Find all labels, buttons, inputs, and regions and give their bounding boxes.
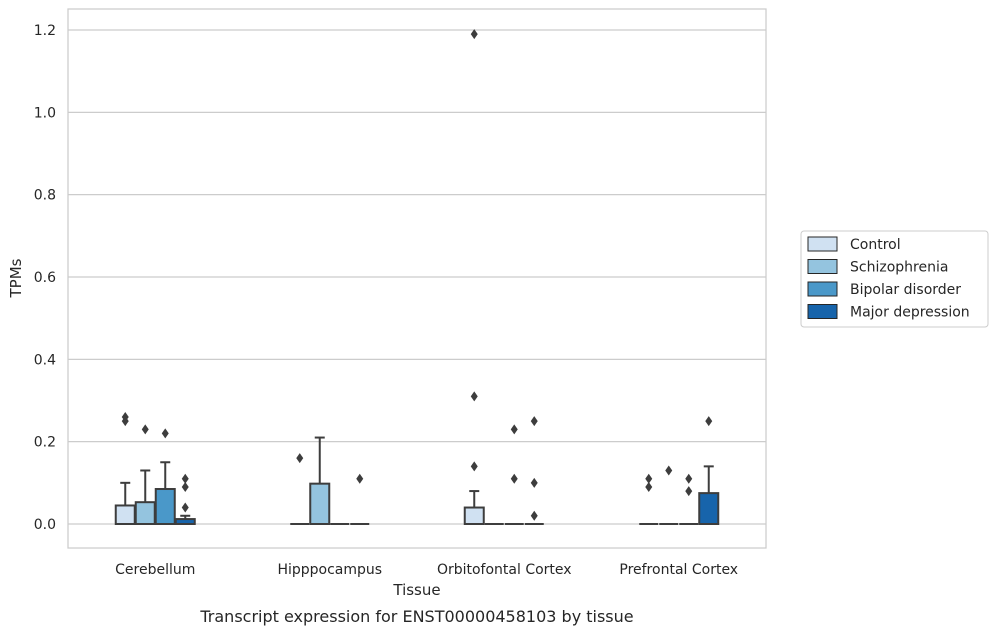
legend: Control Schizophrenia Bipolar disorder Majo…: [800, 230, 989, 328]
legend-label: Bipolar disorder: [850, 282, 961, 298]
legend-swatch: [807, 304, 838, 319]
x-axis-title: Tissue: [392, 581, 440, 599]
outlier-point: [470, 391, 478, 402]
plot-area-frame: [67, 8, 767, 549]
legend-label: Major depression: [850, 305, 970, 321]
outlier-point: [296, 453, 304, 464]
outlier-point: [141, 424, 149, 435]
y-tick-label: 0.4: [34, 352, 56, 368]
legend-label: Schizophrenia: [850, 260, 948, 276]
y-axis-title: TPMs: [7, 258, 25, 298]
box-bipolar-disorder: [154, 461, 176, 525]
box-body: [134, 501, 156, 526]
legend-label: Control: [850, 237, 901, 253]
legend-swatch: [807, 281, 838, 297]
legend-entries: Control Schizophrenia Bipolar disorder Majo…: [807, 236, 970, 321]
box-control: [463, 490, 485, 525]
outlier-point: [161, 428, 169, 439]
outlier-point: [530, 477, 538, 488]
outlier-point: [685, 473, 693, 484]
box-body: [463, 506, 485, 525]
outlier-point: [645, 473, 653, 484]
box-schizophrenia: [134, 469, 156, 526]
box-body: [154, 488, 176, 525]
box-body: [114, 504, 136, 526]
grid-lines: [68, 29, 766, 525]
outlier-point: [181, 481, 189, 492]
box-control: [114, 481, 136, 526]
y-tick-labels: 0.0 0.2 0.4 0.6 0.8 1.0 1.2: [34, 23, 56, 533]
outlier-point: [470, 461, 478, 472]
chart-caption: Transcript expression for ENST0000045810…: [199, 607, 633, 626]
y-tick-label: 0.8: [34, 188, 56, 204]
outlier-point: [705, 416, 713, 427]
legend-frame: [800, 230, 989, 328]
outlier-point: [510, 424, 518, 435]
outlier-point: [181, 473, 189, 484]
y-tick-label: 0.2: [34, 435, 56, 451]
x-tick-label: Hipppocampus: [277, 562, 382, 578]
y-tick-label: 0.0: [34, 517, 56, 533]
outlier-point: [530, 416, 538, 427]
x-tick-label: Cerebellum: [115, 562, 195, 578]
outlier-point: [470, 29, 478, 40]
box-body: [698, 492, 720, 525]
outlier-point: [181, 502, 189, 513]
box-body: [309, 482, 331, 526]
x-tick-labels: Cerebellum Hipppocampus Orbitofontal Corte…: [115, 562, 738, 578]
legend-swatch: [807, 236, 838, 252]
outlier-point: [510, 473, 518, 484]
box-major-depression: [174, 514, 196, 525]
outlier-point: [685, 486, 693, 497]
y-tick-label: 1.2: [34, 23, 56, 39]
legend-swatch: [807, 259, 838, 274]
outlier-point: [645, 481, 653, 492]
y-tick-label: 1.0: [34, 105, 56, 121]
outlier-point: [665, 465, 673, 476]
x-tick-label: Orbitofontal Cortex: [437, 562, 572, 578]
boxes: [114, 436, 720, 526]
y-tick-label: 0.6: [34, 270, 56, 286]
outliers: [121, 29, 713, 521]
box-schizophrenia: [309, 436, 331, 526]
outlier-point: [530, 510, 538, 521]
outlier-point: [356, 473, 364, 484]
outlier-point: [121, 411, 129, 422]
box-major-depression: [698, 465, 720, 525]
x-tick-label: Prefrontal Cortex: [619, 562, 738, 578]
